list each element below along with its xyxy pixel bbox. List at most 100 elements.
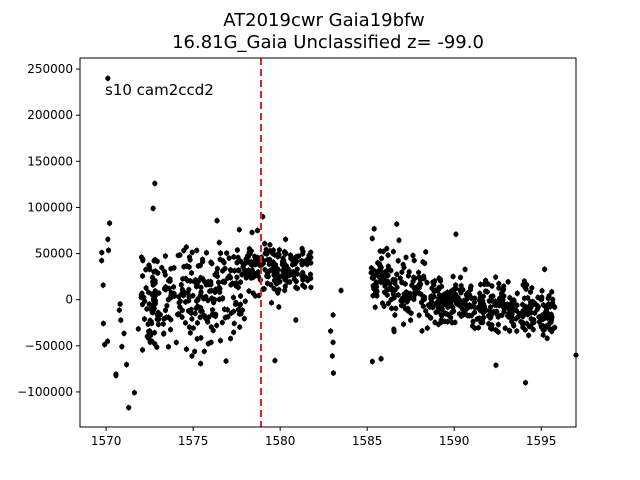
data-point	[201, 348, 207, 354]
data-point	[203, 250, 210, 256]
data-point	[444, 319, 451, 325]
data-point	[195, 263, 201, 269]
data-point	[198, 308, 204, 314]
data-point	[190, 325, 196, 331]
data-point	[444, 289, 451, 295]
data-point	[300, 249, 306, 255]
data-point	[401, 303, 407, 309]
data-point	[500, 288, 506, 294]
data-point	[180, 292, 187, 299]
data-point	[216, 284, 222, 291]
data-point	[487, 307, 493, 314]
data-point	[177, 298, 183, 304]
data-point	[493, 327, 499, 333]
data-point	[421, 296, 428, 302]
x-axis: 1570 1575 1580 1585 1590 1595	[91, 427, 557, 448]
data-point	[159, 265, 165, 271]
data-point	[379, 272, 385, 278]
data-point	[197, 314, 203, 320]
data-point	[540, 332, 546, 338]
data-point	[282, 250, 288, 256]
data-point	[182, 320, 189, 326]
data-point	[198, 284, 204, 291]
data-point	[486, 298, 492, 304]
data-point	[492, 298, 499, 304]
data-point	[464, 295, 470, 301]
data-point	[377, 264, 384, 271]
data-point	[477, 295, 483, 301]
data-point	[208, 324, 214, 330]
data-point	[268, 300, 275, 306]
data-point	[385, 300, 392, 306]
data-point	[338, 287, 344, 294]
data-point	[239, 272, 245, 278]
data-point	[383, 273, 390, 279]
data-point	[369, 358, 375, 365]
axes-frame	[79, 57, 577, 428]
data-point	[199, 256, 206, 262]
data-point	[272, 357, 278, 364]
data-point	[399, 295, 406, 301]
data-point	[417, 277, 423, 283]
data-point	[282, 236, 289, 242]
data-point	[471, 299, 478, 305]
data-point	[186, 287, 192, 293]
data-point	[371, 226, 377, 232]
data-point	[429, 285, 435, 291]
data-point	[368, 265, 374, 271]
data-point	[161, 268, 168, 275]
data-point	[143, 285, 149, 291]
data-point	[412, 275, 418, 281]
data-point	[419, 328, 425, 334]
data-point	[379, 300, 386, 306]
data-point	[222, 265, 228, 272]
data-point	[226, 255, 232, 261]
data-point	[165, 297, 171, 303]
data-point	[266, 261, 272, 267]
data-point	[192, 348, 198, 355]
data-point	[189, 316, 195, 322]
data-point	[515, 314, 521, 320]
data-point	[411, 257, 417, 264]
data-point	[196, 277, 203, 283]
y-tick-label: 100000	[27, 200, 73, 214]
data-point	[467, 285, 474, 291]
y-tick-label: 50000	[35, 247, 73, 261]
data-point	[131, 390, 137, 396]
x-tick-label: 1595	[526, 434, 557, 448]
data-point	[149, 291, 155, 297]
data-point	[369, 235, 375, 242]
data-point	[231, 320, 237, 327]
data-point	[329, 353, 335, 359]
data-point	[214, 266, 221, 272]
data-point	[118, 317, 124, 323]
data-point	[213, 311, 219, 318]
data-point	[388, 287, 395, 293]
data-point	[466, 302, 473, 308]
data-point	[113, 371, 119, 377]
data-point	[268, 282, 274, 288]
data-point	[219, 296, 226, 302]
data-point	[440, 301, 446, 307]
data-point	[408, 310, 414, 316]
data-point	[481, 301, 487, 308]
data-point	[261, 286, 267, 292]
data-point	[146, 264, 152, 270]
data-point	[495, 314, 501, 320]
data-point	[291, 276, 297, 282]
data-point	[509, 318, 515, 325]
data-point	[514, 290, 520, 296]
data-point	[522, 380, 529, 386]
data-point	[435, 303, 441, 309]
data-point	[491, 308, 497, 315]
data-point	[458, 313, 464, 319]
data-point	[249, 229, 255, 235]
data-point	[231, 268, 238, 274]
data-point	[144, 306, 150, 312]
data-point	[308, 275, 314, 281]
data-point	[149, 274, 156, 281]
data-point	[514, 302, 520, 308]
data-point	[162, 253, 169, 259]
x-tick-label: 1570	[91, 434, 122, 448]
data-point	[406, 269, 412, 275]
